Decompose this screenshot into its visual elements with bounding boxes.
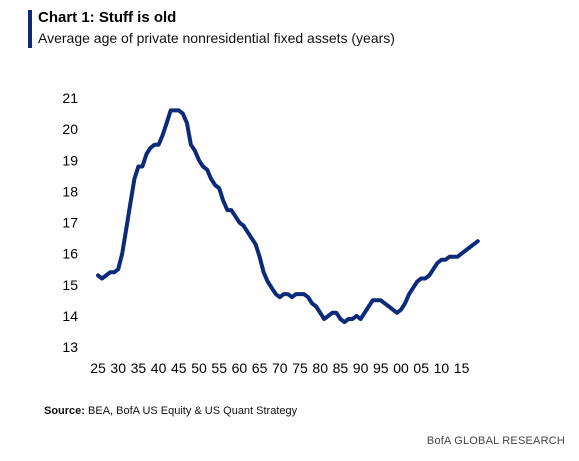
x-tick-label: 70 bbox=[272, 360, 288, 376]
x-tick-label: 40 bbox=[151, 360, 167, 376]
title-accent-bar bbox=[28, 10, 32, 48]
chart-subtitle: Average age of private nonresidential fi… bbox=[38, 30, 395, 46]
x-tick-label: 55 bbox=[211, 360, 227, 376]
y-tick-label: 17 bbox=[62, 215, 78, 231]
x-tick-label: 60 bbox=[232, 360, 248, 376]
y-tick-label: 20 bbox=[62, 121, 78, 137]
x-tick-label: 35 bbox=[131, 360, 147, 376]
brand-label: BofA GLOBAL RESEARCH bbox=[426, 435, 565, 447]
source-text: BEA, BofA US Equity & US Quant Strategy bbox=[84, 405, 298, 417]
x-tick-label: 00 bbox=[393, 360, 409, 376]
x-tick-label: 10 bbox=[434, 360, 450, 376]
x-tick-label: 65 bbox=[252, 360, 268, 376]
y-tick-label: 21 bbox=[62, 90, 78, 106]
x-tick-label: 75 bbox=[292, 360, 308, 376]
x-axis-tick-labels: 25 30 35 40 45 50 55 60 65 70 75 80 85 90 95 00 05 10 15 bbox=[90, 360, 469, 376]
chart-title: Chart 1: Stuff is old bbox=[38, 9, 177, 26]
x-tick-label: 95 bbox=[373, 360, 389, 376]
y-axis-tick-labels: 13 14 15 16 17 18 19 20 21 bbox=[62, 90, 78, 355]
x-tick-label: 30 bbox=[110, 360, 126, 376]
x-tick-label: 05 bbox=[413, 360, 429, 376]
y-tick-label: 13 bbox=[62, 339, 78, 355]
x-tick-label: 25 bbox=[90, 360, 106, 376]
x-tick-label: 85 bbox=[333, 360, 349, 376]
x-tick-label: 80 bbox=[312, 360, 328, 376]
y-tick-label: 14 bbox=[62, 308, 78, 324]
y-tick-label: 19 bbox=[62, 152, 78, 168]
y-tick-label: 15 bbox=[62, 277, 78, 293]
series-layer bbox=[96, 108, 480, 325]
y-tick-label: 18 bbox=[62, 183, 78, 199]
line-chart: 13 14 15 16 17 18 19 20 21 25 30 35 40 45 50 55 60 65 70 7… bbox=[62, 90, 480, 376]
y-tick-label: 16 bbox=[62, 246, 78, 262]
source-label: Source: bbox=[44, 405, 85, 417]
x-tick-label: 15 bbox=[454, 360, 470, 376]
x-tick-label: 90 bbox=[353, 360, 369, 376]
x-tick-label: 45 bbox=[171, 360, 187, 376]
series-line bbox=[96, 108, 480, 325]
x-tick-label: 50 bbox=[191, 360, 207, 376]
source-note: Source: BEA, BofA US Equity & US Quant S… bbox=[44, 405, 297, 417]
